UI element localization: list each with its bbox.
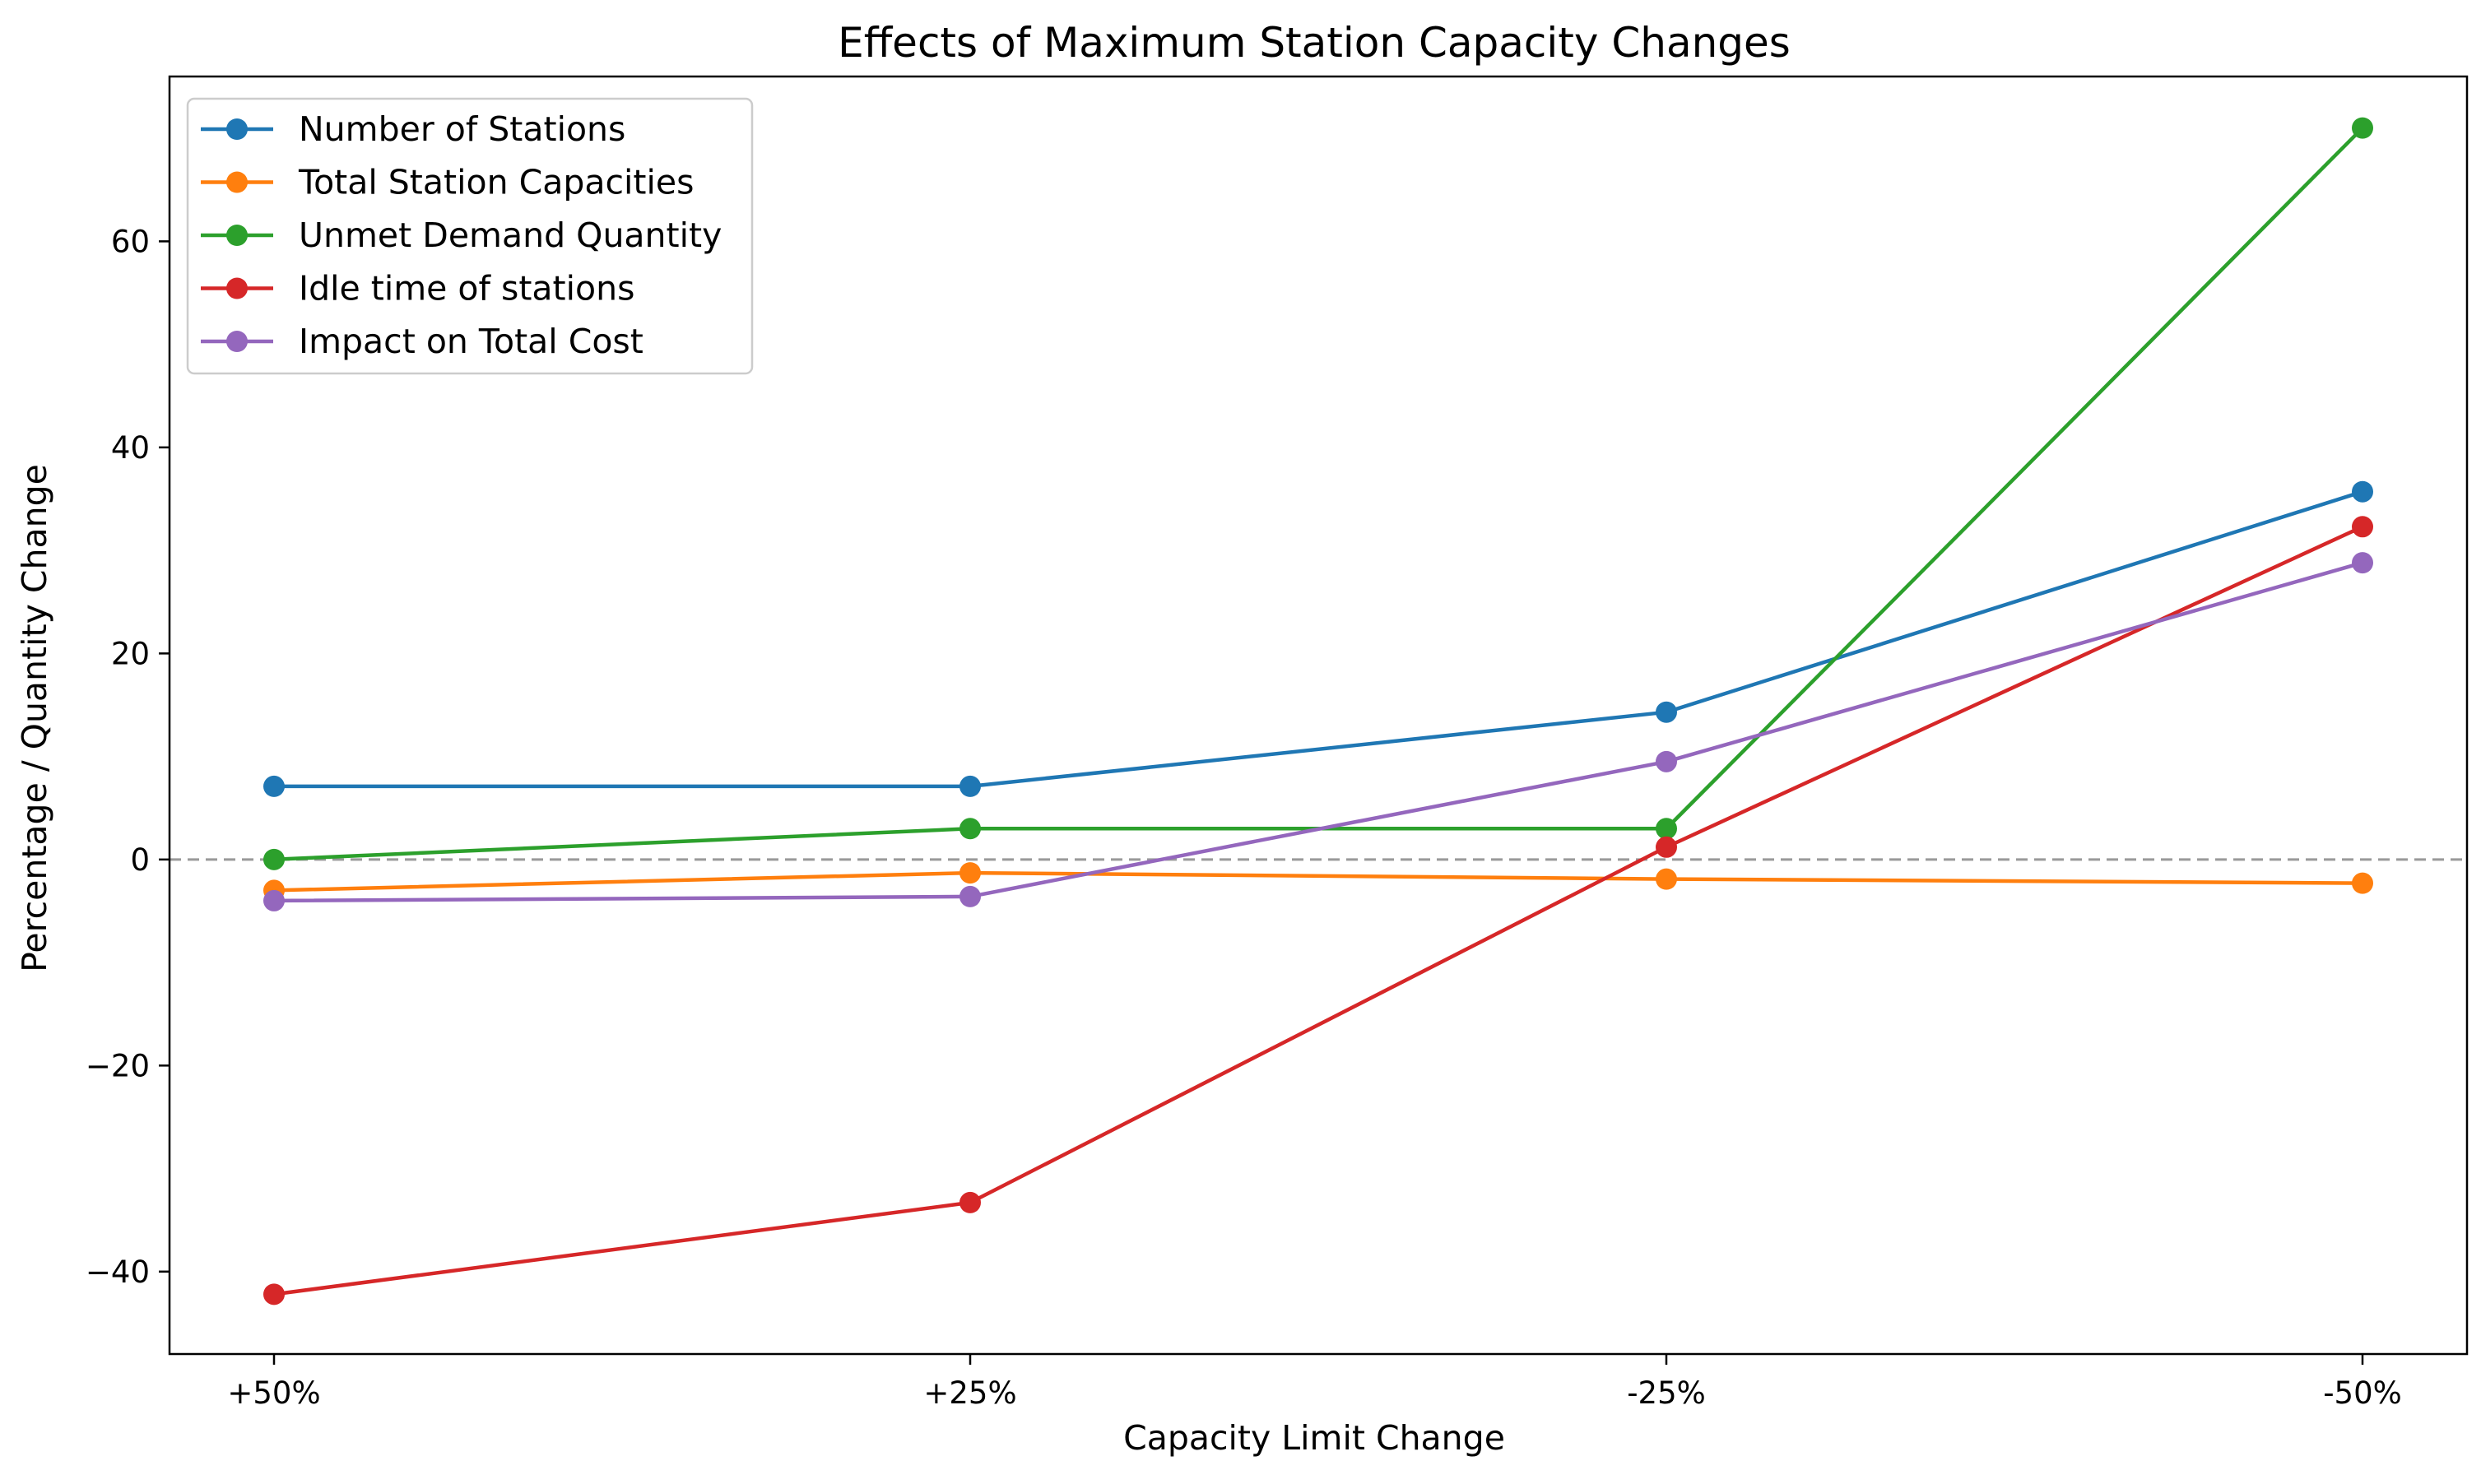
legend-label-5: Impact on Total Cost: [299, 322, 643, 361]
x-tick-label: +50%: [227, 1375, 320, 1411]
y-tick-label: 20: [111, 636, 150, 671]
series-line-4: [273, 525, 2363, 1296]
series-4-point-2: [959, 1191, 981, 1213]
series-2-point-3: [1656, 868, 1677, 890]
plot-frame: [168, 75, 2469, 1356]
legend-marker-1: [226, 118, 248, 140]
x-tick-label: -25%: [1627, 1375, 1706, 1411]
x-axis-label: Capacity Limit Change: [1123, 1418, 1505, 1458]
y-tick-label: −20: [86, 1048, 150, 1083]
series-line-5: [273, 560, 2363, 903]
series-5-point-4: [2352, 552, 2373, 574]
legend-marker-4: [226, 277, 248, 299]
series-4-point-1: [263, 1283, 285, 1305]
y-tick-label: 60: [111, 224, 150, 259]
series-5-point-2: [959, 885, 981, 907]
y-tick-label: −40: [86, 1254, 150, 1290]
series-4-point-3: [1656, 836, 1677, 858]
legend-label-2: Total Station Capacities: [298, 163, 694, 202]
series-1-point-2: [959, 775, 981, 797]
legend: Number of Stations Total Station Capaciti…: [186, 97, 754, 375]
series-4-point-4: [2352, 516, 2373, 538]
series-3-point-2: [959, 818, 981, 840]
series-3-point-4: [2352, 117, 2373, 139]
series-1-point-1: [263, 775, 285, 797]
legend-marker-5: [226, 331, 248, 352]
series-line-1: [274, 489, 2363, 789]
y-axis-label: Percentage / Quantity Change: [15, 464, 54, 972]
series-2-point-4: [2352, 872, 2373, 894]
x-tick-label: +25%: [923, 1375, 1016, 1411]
legend-marker-3: [226, 225, 248, 246]
legend-label-4: Idle time of stations: [299, 269, 634, 308]
plot-area: +50% +25% -25% -50% −40 −20 0 20 40 60: [86, 75, 2469, 1411]
series-3-point-3: [1656, 818, 1677, 840]
series-1-point-3: [1656, 701, 1677, 723]
legend-label-3: Unmet Demand Quantity: [299, 216, 722, 255]
legend-label-1: Number of Stations: [299, 109, 625, 149]
legend-box: [186, 97, 754, 375]
series-1-point-4: [2352, 480, 2373, 503]
chart-title: Effects of Maximum Station Capacity Chan…: [838, 19, 1791, 67]
legend-marker-2: [226, 171, 248, 193]
x-tick-label: -50%: [2323, 1375, 2402, 1411]
series-line-2: [273, 870, 2363, 893]
series-3-point-1: [263, 848, 285, 870]
series-2-point-2: [959, 862, 981, 884]
series-5-point-1: [263, 889, 285, 911]
y-tick-label: 0: [130, 842, 150, 878]
series-5-point-3: [1656, 750, 1677, 772]
y-tick-label: 40: [111, 430, 150, 466]
